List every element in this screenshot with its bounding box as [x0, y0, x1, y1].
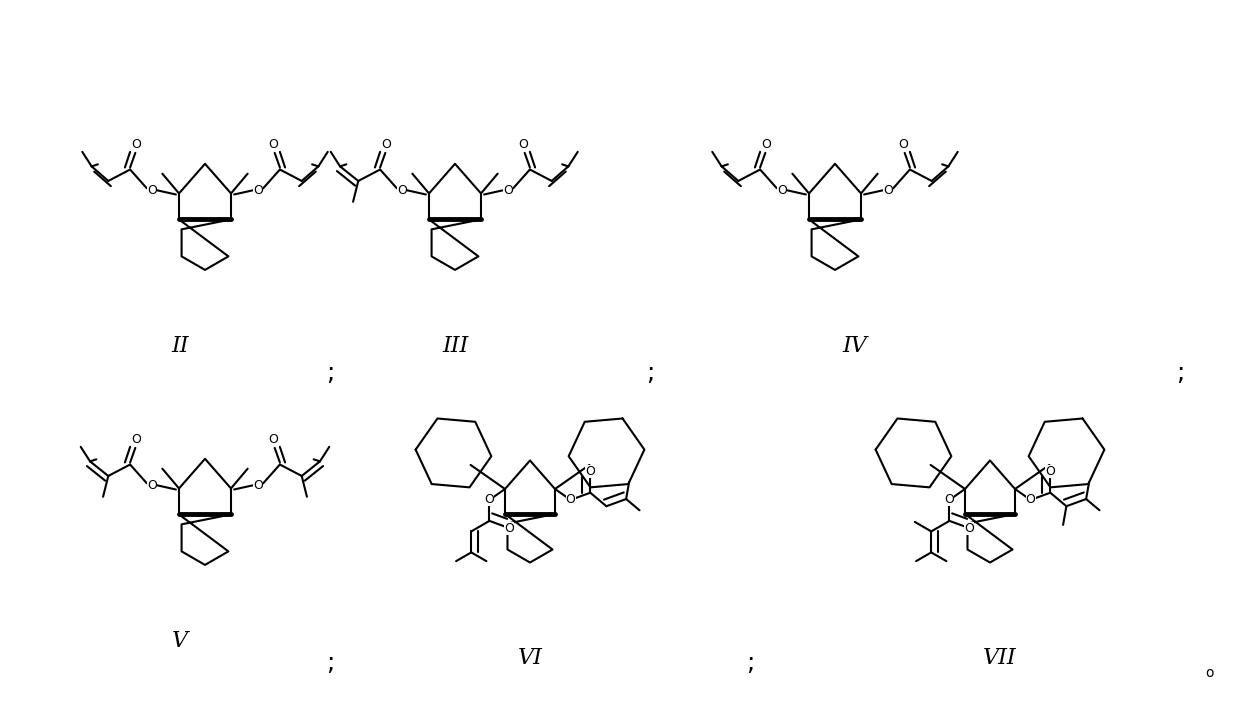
Text: O: O — [253, 184, 263, 197]
Text: O: O — [898, 138, 908, 151]
Text: ;: ; — [326, 651, 335, 675]
Text: O: O — [131, 138, 141, 151]
Text: VII: VII — [984, 647, 1017, 669]
Text: ;: ; — [1176, 361, 1184, 385]
Text: O: O — [131, 433, 141, 446]
Text: O: O — [883, 184, 893, 197]
Text: O: O — [253, 479, 263, 492]
Text: O: O — [1046, 465, 1056, 478]
Text: O: O — [566, 493, 575, 506]
Text: O: O — [269, 138, 279, 151]
Text: ;: ; — [746, 651, 755, 675]
Text: O: O — [504, 521, 514, 535]
Text: o: o — [1206, 666, 1214, 680]
Text: O: O — [519, 138, 529, 151]
Text: O: O — [585, 465, 595, 478]
Text: O: O — [1026, 493, 1036, 506]
Text: ;: ; — [326, 361, 335, 385]
Text: O: O — [269, 433, 279, 446]
Text: VI: VI — [518, 647, 543, 669]
Text: O: O — [777, 184, 787, 197]
Text: O: O — [503, 184, 513, 197]
Text: O: O — [944, 493, 954, 506]
Text: V: V — [172, 630, 188, 652]
Text: O: O — [147, 184, 157, 197]
Text: O: O — [382, 138, 392, 151]
Text: O: O — [147, 479, 157, 492]
Text: O: O — [964, 521, 974, 535]
Text: O: O — [484, 493, 494, 506]
Text: IV: IV — [843, 335, 867, 357]
Text: O: O — [762, 138, 772, 151]
Text: III: III — [442, 335, 468, 357]
Text: II: II — [171, 335, 188, 357]
Text: O: O — [396, 184, 406, 197]
Text: ;: ; — [646, 361, 654, 385]
